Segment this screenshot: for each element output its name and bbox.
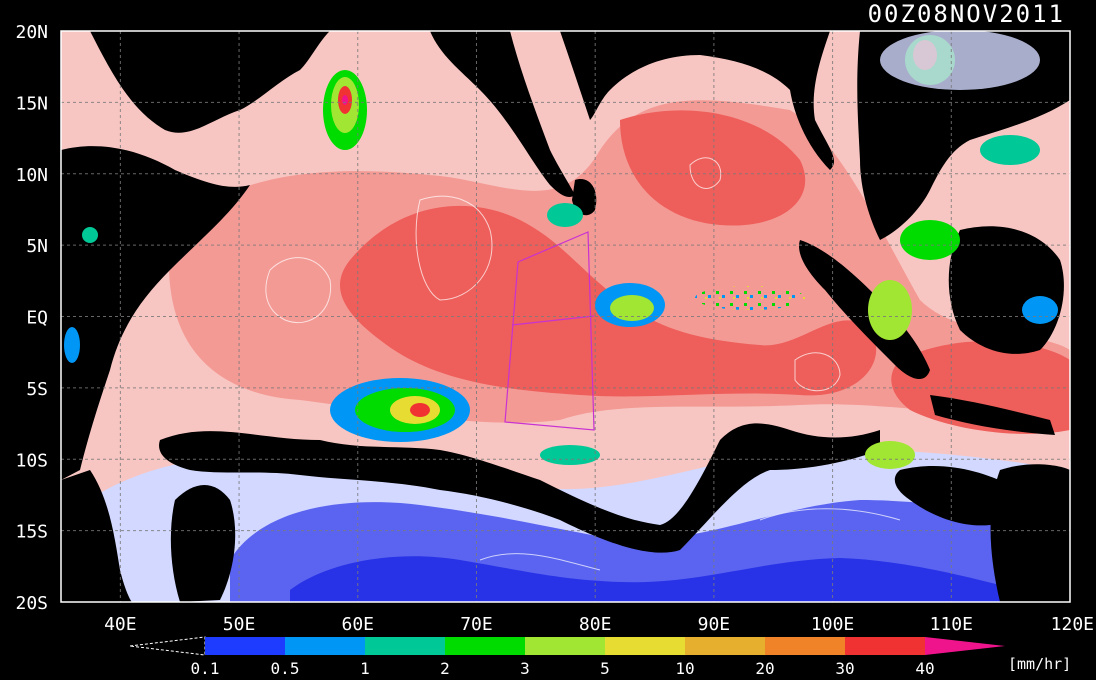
- legend-swatch: [525, 637, 605, 655]
- land-horn-of-africa: [61, 146, 250, 480]
- legend-value: 20: [755, 659, 774, 678]
- legend-swatch: [365, 637, 445, 655]
- legend-value: 2: [440, 659, 450, 678]
- land-java: [930, 395, 1055, 435]
- legend-swatch: [205, 637, 285, 655]
- lat-label: 5S: [26, 379, 48, 400]
- land-madagascar: [170, 485, 236, 602]
- no-data-patch-east: [894, 465, 1021, 526]
- map-area: [61, 31, 1070, 602]
- lat-label: 5N: [26, 236, 48, 257]
- legend-value: 1: [360, 659, 370, 678]
- convective-cells: [64, 31, 1058, 469]
- land-india: [430, 31, 575, 197]
- lon-label: 70E: [460, 614, 493, 635]
- latitude-labels: 20N 15N 10N 5N EQ 5S 10S 15S 20S: [15, 22, 48, 614]
- lat-label: 20N: [15, 22, 48, 43]
- legend-value: 5: [600, 659, 610, 678]
- lon-label: 50E: [223, 614, 256, 635]
- legend-value: 40: [915, 659, 934, 678]
- legend-unit: [mm/hr]: [1008, 655, 1071, 673]
- legend-value: 0.5: [271, 659, 300, 678]
- color-legend: 0.1 0.5 1 2 3 5 10 20 30 40 [mm/hr]: [129, 636, 1071, 678]
- land-africa-south: [61, 470, 132, 602]
- lon-label: 100E: [811, 614, 854, 635]
- legend-swatch: [765, 637, 845, 655]
- lon-label: 120E: [1051, 614, 1094, 635]
- legend-value: 10: [675, 659, 694, 678]
- lat-label: EQ: [26, 308, 48, 329]
- legend-swatch: [285, 637, 365, 655]
- graticule: [61, 31, 1070, 602]
- legend-value: 30: [835, 659, 854, 678]
- legend-swatch: [605, 637, 685, 655]
- legend-value: 3: [520, 659, 530, 678]
- no-data-band: [159, 423, 880, 553]
- lon-label: 90E: [698, 614, 731, 635]
- precip-field-deep-blue: [290, 556, 1020, 602]
- legend-lower-arrow: [129, 636, 206, 656]
- legend-swatch: [845, 637, 925, 655]
- lat-label: 10N: [15, 165, 48, 186]
- map-frame: [60, 30, 1071, 603]
- lat-label: 10S: [15, 450, 48, 471]
- land-sumatra: [799, 240, 930, 380]
- legend-upper-arrow: [925, 637, 1005, 655]
- timestamp: 00Z08NOV2011: [868, 0, 1065, 28]
- land-sri-lanka: [572, 179, 597, 216]
- lat-label: 15N: [15, 93, 48, 114]
- land-arabia: [61, 31, 330, 133]
- lon-label: 40E: [104, 614, 137, 635]
- lat-label: 15S: [15, 522, 48, 543]
- land-australia: [990, 464, 1070, 602]
- legend-swatch: [445, 637, 525, 655]
- lat-label: 20S: [15, 593, 48, 614]
- lon-label: 110E: [930, 614, 973, 635]
- legend-value: 0.1: [191, 659, 220, 678]
- longitude-labels: 40E 50E 60E 70E 80E 90E 100E 110E 120E: [104, 614, 1094, 635]
- legend-swatch: [685, 637, 765, 655]
- lon-label: 60E: [342, 614, 375, 635]
- lon-label: 80E: [579, 614, 612, 635]
- analysis-region-outline: [504, 231, 595, 431]
- precip-field-red-ne: [620, 110, 806, 226]
- land-bengal-coast: [560, 31, 835, 170]
